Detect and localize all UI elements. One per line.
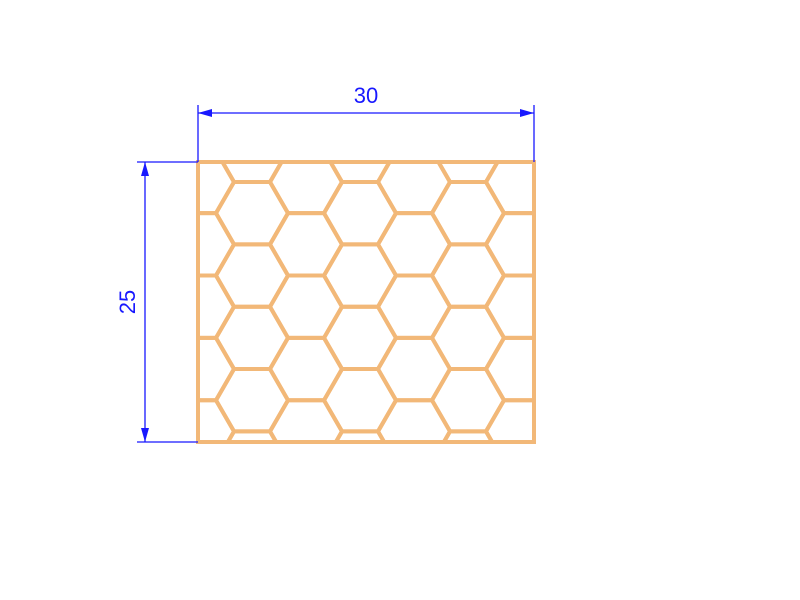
hex-cell [594, 400, 666, 462]
hex-cell [324, 494, 396, 556]
hex-cell [54, 213, 126, 275]
hex-cell [540, 369, 612, 431]
hex-cell [756, 307, 800, 369]
hex-cell [648, 307, 720, 369]
hex-cell [270, 525, 342, 587]
hex-cell [594, 276, 666, 338]
honeycomb-pattern [54, 88, 800, 600]
hex-cell [756, 556, 800, 600]
hex-cell [54, 463, 126, 525]
hex-cell [108, 182, 180, 244]
hex-cell [702, 151, 774, 213]
hex-cell [540, 494, 612, 556]
hex-cell [648, 244, 720, 306]
hex-cell [648, 182, 720, 244]
hex-cell [540, 244, 612, 306]
dimension-arrowhead [141, 428, 149, 442]
hex-cell [54, 88, 126, 150]
hex-cell [108, 556, 180, 600]
hex-cell [270, 463, 342, 525]
hex-cell [162, 463, 234, 525]
hex-cell [162, 525, 234, 587]
hex-cell [486, 400, 558, 462]
hex-cell [702, 463, 774, 525]
hex-cell [486, 88, 558, 150]
hex-cell [648, 556, 720, 600]
hex-cell [702, 400, 774, 462]
dimension-arrowhead [141, 162, 149, 176]
hex-cell [324, 556, 396, 600]
hex-cell [270, 88, 342, 150]
dimension-value-height: 25 [115, 290, 140, 314]
hex-cell [594, 338, 666, 400]
hex-cell [756, 494, 800, 556]
hex-cell [54, 525, 126, 587]
hex-cell [216, 494, 288, 556]
hex-cell [702, 88, 774, 150]
hex-cell [108, 369, 180, 431]
hex-cell [432, 494, 504, 556]
hex-cell [756, 369, 800, 431]
hex-cell [540, 556, 612, 600]
profile-outline [198, 162, 534, 442]
hex-cell [378, 463, 450, 525]
hex-cell [378, 88, 450, 150]
hex-cell [756, 431, 800, 493]
hex-cell [594, 463, 666, 525]
hex-cell [540, 120, 612, 182]
hex-cell [702, 276, 774, 338]
hex-cell [486, 463, 558, 525]
dimension-arrowhead [520, 109, 534, 117]
hex-cell [594, 88, 666, 150]
hex-cell [486, 525, 558, 587]
hex-cell [702, 338, 774, 400]
hex-cell [648, 431, 720, 493]
hex-cell [594, 213, 666, 275]
hex-cell [540, 307, 612, 369]
hex-cell [108, 494, 180, 556]
hex-cell [648, 369, 720, 431]
hex-cell [594, 525, 666, 587]
hex-cell [378, 400, 450, 462]
hex-cell [54, 400, 126, 462]
hex-cell [54, 338, 126, 400]
hex-cell [540, 431, 612, 493]
hex-cell [54, 151, 126, 213]
hex-cell [270, 400, 342, 462]
hex-cell [216, 556, 288, 600]
hex-cell [648, 120, 720, 182]
hex-cell [108, 431, 180, 493]
dimension-arrowhead [198, 109, 212, 117]
hex-cell [756, 120, 800, 182]
hex-cell [756, 244, 800, 306]
hex-cell [756, 182, 800, 244]
hex-cell [702, 525, 774, 587]
hex-cell [108, 307, 180, 369]
hex-cell [702, 213, 774, 275]
hex-cell [540, 182, 612, 244]
hex-cell [648, 494, 720, 556]
hex-cell [378, 525, 450, 587]
hex-cell [432, 556, 504, 600]
hex-cell [594, 151, 666, 213]
dimension-value-width: 30 [354, 83, 378, 108]
